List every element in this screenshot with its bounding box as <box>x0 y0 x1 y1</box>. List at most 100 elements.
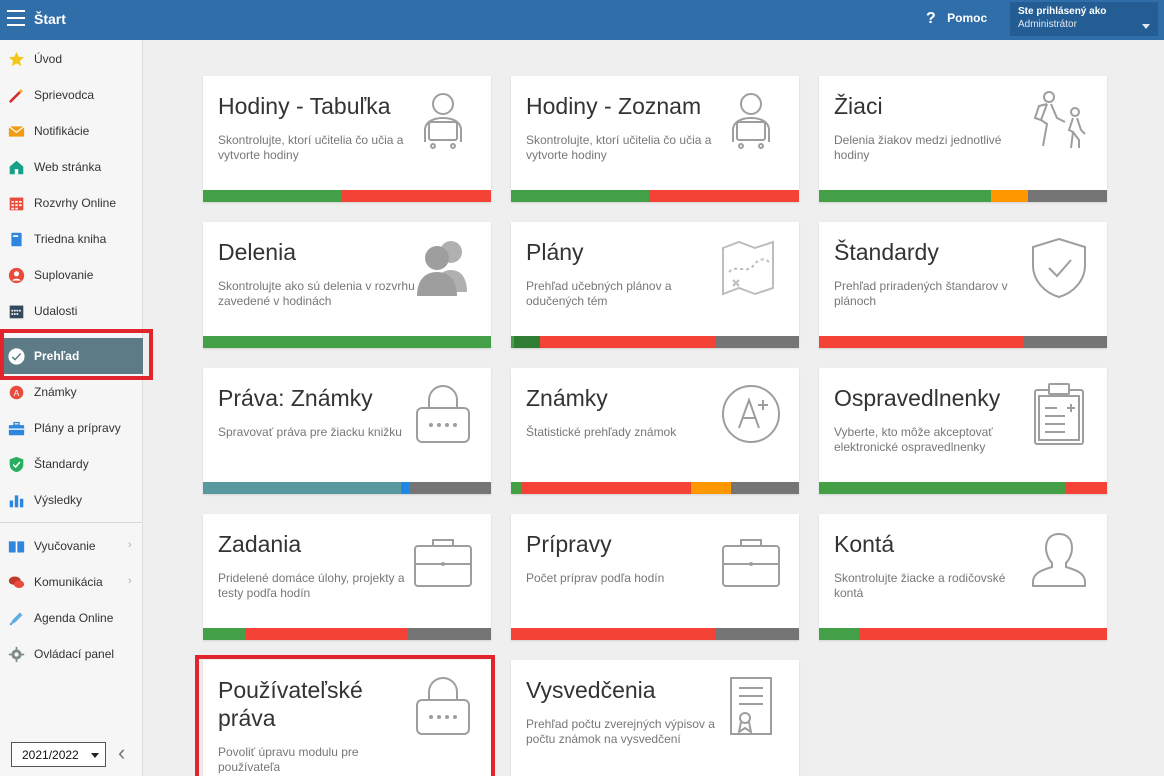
sidebar-item-5[interactable]: Triedna kniha <box>0 221 143 257</box>
sidebar-item-8[interactable]: Prehľad <box>0 338 143 374</box>
school-year-value: 2021/2022 <box>22 748 79 762</box>
bar-chart-icon <box>8 492 25 509</box>
open-book-icon <box>8 538 25 555</box>
dashboard-card[interactable]: Práva: Známky Spravovať práva pre žiacku … <box>203 368 491 494</box>
sidebar-item-3[interactable]: Web stránka <box>0 149 143 185</box>
card-description: Skontrolujte, ktorí učitelia čo učia a v… <box>526 133 712 162</box>
progress-segment <box>511 336 514 348</box>
progress-segment <box>731 482 799 494</box>
progress-segment <box>1066 482 1107 494</box>
user-menu[interactable]: Ste prihlásený ako Administrátor <box>1010 2 1158 36</box>
dashboard-card[interactable]: Hodiny - Tabuľka Skontrolujte, ktorí učit… <box>203 76 491 202</box>
help-label: Pomoc <box>947 11 988 25</box>
progress-segment <box>715 336 799 348</box>
briefcase-icon <box>719 528 783 592</box>
dashboard-card[interactable]: Delenia Skontrolujte ako sú delenia v roz… <box>203 222 491 348</box>
clipboard-icon <box>1027 382 1091 446</box>
sidebar-item-7[interactable]: Udalosti <box>0 293 143 329</box>
dashboard-card[interactable]: Prípravy Počet príprav podľa hodín <box>511 514 799 640</box>
card-description: Vyberte, kto môže akceptovať elektronick… <box>834 425 993 454</box>
card-progress-bar <box>203 482 491 494</box>
card-title: Delenia <box>218 239 296 265</box>
sidebar-item-label: Sprievodca <box>34 88 95 102</box>
card-description: Povoliť úpravu modulu pre používateľa <box>218 745 359 774</box>
teacher-laptop-icon <box>719 90 783 154</box>
padlock-icon <box>411 382 475 446</box>
dashboard-card[interactable]: Zadania Pridelené domáce úlohy, projekty … <box>203 514 491 640</box>
progress-segment <box>819 190 991 202</box>
progress-segment <box>990 190 1029 202</box>
menu-icon[interactable] <box>7 10 25 26</box>
dashboard-card[interactable]: Vysvedčenia Prehľad počtu zverejných výpi… <box>511 660 799 776</box>
dashboard-card[interactable]: Štandardy Prehľad priradených štandarov v… <box>819 222 1107 348</box>
dashboard-card[interactable]: Plány Prehľad učebných plánov a odučených… <box>511 222 799 348</box>
progress-segment <box>511 628 716 640</box>
pen-icon <box>8 610 25 627</box>
sidebar-divider <box>0 522 143 523</box>
sidebar-item-0[interactable]: Úvod <box>0 41 143 77</box>
card-title: Žiaci <box>834 93 883 119</box>
progress-segment <box>203 628 247 640</box>
calendar-icon <box>8 303 25 320</box>
gear-icon <box>8 646 25 663</box>
collapse-sidebar-icon[interactable]: ‹ <box>118 740 126 765</box>
sidebar-item-14[interactable]: Komunikácia › <box>0 564 143 600</box>
sidebar-item-label: Známky <box>34 385 77 399</box>
card-description: Prehľad počtu zverejných výpisov a počtu… <box>526 717 715 746</box>
card-title: Práva: Známky <box>218 385 373 411</box>
progress-segment <box>819 482 1067 494</box>
progress-segment <box>401 482 410 494</box>
chat-icon <box>8 574 25 591</box>
card-title: Známky <box>526 385 608 411</box>
dashboard-card[interactable]: Žiaci Delenia žiakov medzi jednotlivé hod… <box>819 76 1107 202</box>
calendar-grid-icon <box>8 195 25 212</box>
chevron-right-icon: › <box>128 575 132 587</box>
dashboard-card[interactable]: Hodiny - Zoznam Skontrolujte, ktorí učite… <box>511 76 799 202</box>
magic-wand-icon <box>8 87 25 104</box>
card-description: Prehľad priradených štandarov v plánoch <box>834 279 1008 308</box>
shield-check-icon <box>8 456 25 473</box>
shield-check-icon <box>1027 236 1091 300</box>
question-mark-icon: ? <box>926 10 936 27</box>
sidebar-item-1[interactable]: Sprievodca <box>0 77 143 113</box>
user-account-icon <box>1027 528 1091 592</box>
card-title: Plány <box>526 239 584 265</box>
checkmark-circle-icon <box>8 348 25 365</box>
card-progress-bar <box>203 628 491 640</box>
sidebar-item-label: Ovládací panel <box>34 647 115 661</box>
progress-segment <box>819 628 860 640</box>
sidebar-item-9[interactable]: A Známky <box>0 374 143 410</box>
sidebar-item-15[interactable]: Agenda Online <box>0 600 143 636</box>
sidebar-item-11[interactable]: Štandardy <box>0 446 143 482</box>
card-title: Ospravedlnenky <box>834 385 1001 411</box>
star-icon <box>8 51 25 68</box>
dashboard-card[interactable]: Kontá Skontrolujte žiacke a rodičovské ko… <box>819 514 1107 640</box>
progress-segment <box>511 190 650 202</box>
user-name: Administrátor <box>1018 19 1077 30</box>
sidebar-item-2[interactable]: Notifikácie <box>0 113 143 149</box>
card-progress-bar <box>203 336 491 348</box>
card-description: Pridelené domáce úlohy, projekty a testy… <box>218 571 405 600</box>
sidebar-item-16[interactable]: Ovládací panel <box>0 636 143 672</box>
sidebar-item-4[interactable]: Rozvrhy Online <box>0 185 143 221</box>
card-description: Delenia žiakov medzi jednotlivé hodiny <box>834 133 1002 162</box>
sidebar-item-6[interactable]: Suplovanie <box>0 257 143 293</box>
dashboard-card[interactable]: Používateľské práva Povoliť úpravu modulu… <box>203 660 491 776</box>
walking-kids-icon <box>1027 90 1091 154</box>
card-description: Skontrolujte ako sú delenia v rozvrhu za… <box>218 279 415 308</box>
dashboard-card[interactable]: Známky Štatistické prehľady známok <box>511 368 799 494</box>
card-progress-bar <box>819 336 1107 348</box>
card-title: Hodiny - Zoznam <box>526 93 702 119</box>
sidebar-item-13[interactable]: Vyučovanie › <box>0 528 143 564</box>
progress-segment <box>649 190 799 202</box>
sidebar-item-10[interactable]: Plány a prípravy <box>0 410 143 446</box>
school-year-select[interactable]: 2021/2022 <box>11 742 106 767</box>
dashboard-card[interactable]: Ospravedlnenky Vyberte, kto môže akceptov… <box>819 368 1107 494</box>
progress-segment <box>203 336 491 348</box>
progress-segment <box>409 482 491 494</box>
card-progress-bar <box>819 482 1107 494</box>
sidebar-item-12[interactable]: Výsledky <box>0 482 143 518</box>
help-button[interactable]: ? Pomoc <box>926 10 987 28</box>
card-description: Spravovať práva pre žiacku knižku <box>218 425 402 439</box>
svg-text:A: A <box>14 388 20 398</box>
